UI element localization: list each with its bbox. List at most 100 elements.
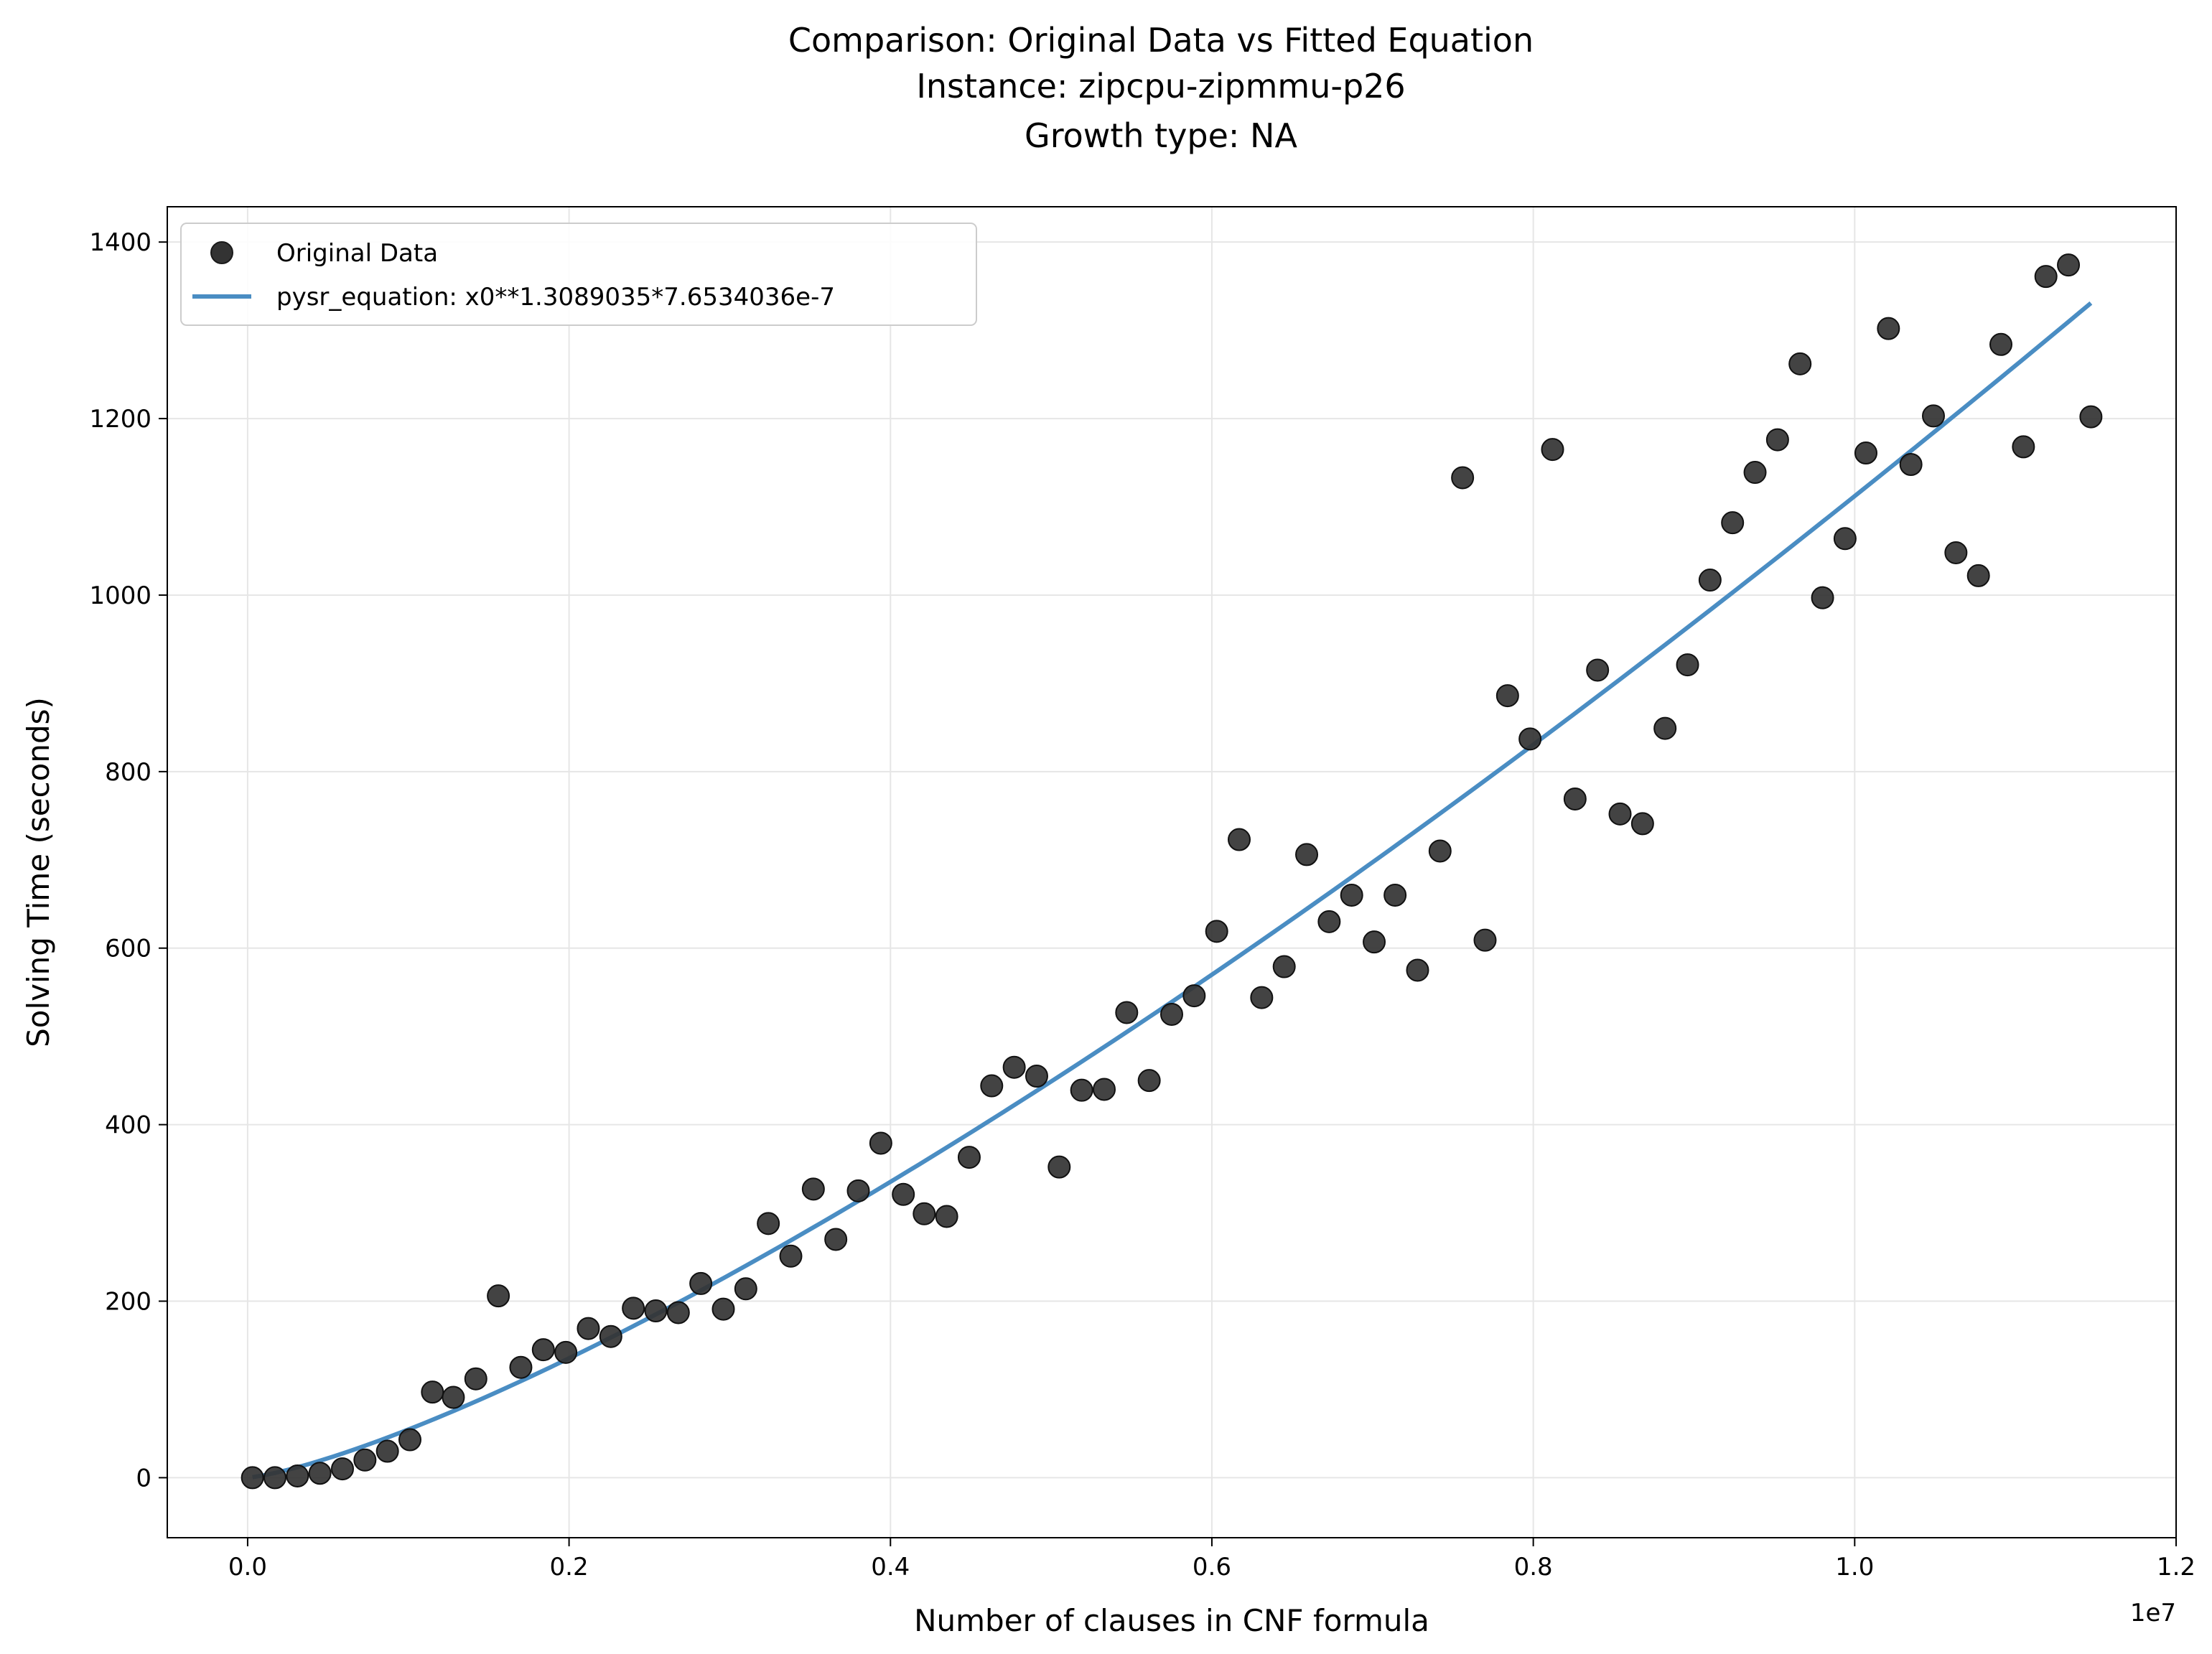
- data-point: [1406, 958, 1429, 982]
- data-point: [1250, 986, 1274, 1009]
- y-tick-label: 1000: [89, 581, 151, 610]
- data-point: [1025, 1065, 1048, 1088]
- data-point: [1899, 453, 1923, 476]
- data-point: [869, 1131, 892, 1155]
- data-point: [913, 1202, 936, 1225]
- data-point: [734, 1277, 757, 1301]
- y-tick-label: 400: [105, 1111, 151, 1140]
- data-point: [689, 1271, 713, 1295]
- data-point: [1272, 955, 1296, 978]
- fit-line-layer: [252, 301, 2093, 1480]
- data-point: [757, 1212, 780, 1235]
- chart-title: Comparison: Original Data vs Fitted Equa…: [788, 21, 1534, 155]
- legend-box: [180, 223, 977, 326]
- data-point: [1518, 727, 1542, 751]
- data-point: [1608, 802, 1632, 826]
- data-point: [957, 1146, 981, 1169]
- data-point: [1092, 1078, 1116, 1101]
- data-point: [1586, 658, 1610, 682]
- data-point: [442, 1386, 465, 1409]
- data-point: [1563, 787, 1587, 810]
- x-offset-label: 1e7: [2130, 1599, 2176, 1627]
- data-point: [1676, 653, 1699, 677]
- data-point: [1922, 404, 1945, 428]
- x-tick-label: 0.2: [550, 1553, 589, 1581]
- legend: Original Data pysr_equation: x0**1.30890…: [180, 223, 977, 326]
- data-point: [1495, 684, 1519, 708]
- legend-scatter-marker: [210, 241, 233, 264]
- data-point: [1854, 441, 1877, 465]
- y-tick-label: 1400: [89, 228, 151, 257]
- x-tick-label: 1.2: [2157, 1553, 2195, 1581]
- data-point: [375, 1439, 399, 1463]
- y-axis-label: Solving Time (seconds): [21, 697, 56, 1047]
- data-point: [599, 1324, 622, 1348]
- data-point: [1966, 564, 1990, 587]
- data-point: [1833, 527, 1857, 551]
- data-point: [1877, 317, 1900, 340]
- data-point: [1205, 920, 1228, 943]
- data-point: [330, 1457, 354, 1481]
- y-tick-label: 800: [105, 758, 151, 787]
- y-tick-label: 0: [136, 1464, 151, 1492]
- x-axis-label: Number of clauses in CNF formula: [914, 1603, 1429, 1638]
- data-point: [1811, 586, 1834, 609]
- x-tick-label: 0.6: [1193, 1553, 1231, 1581]
- data-point: [1295, 843, 1319, 866]
- data-point: [1653, 716, 1677, 740]
- title-line-3: Growth type: NA: [1025, 116, 1297, 155]
- data-point: [464, 1367, 487, 1391]
- data-point: [801, 1177, 825, 1201]
- x-tick-label: 0.0: [228, 1553, 267, 1581]
- x-tick-label: 1.0: [1835, 1553, 1874, 1581]
- data-point: [531, 1338, 555, 1362]
- y-tick-label: 1200: [89, 405, 151, 434]
- data-point: [2079, 405, 2103, 429]
- data-point: [1944, 541, 1968, 564]
- data-point: [554, 1340, 578, 1364]
- data-point: [286, 1464, 309, 1487]
- data-point: [1160, 1002, 1183, 1026]
- x-axis-ticks: 0.0 0.2 0.4 0.6 0.8 1.0 1.2: [228, 1538, 2195, 1581]
- data-point: [1070, 1078, 1093, 1102]
- data-point: [353, 1448, 377, 1472]
- data-point: [666, 1301, 690, 1324]
- data-point: [2057, 253, 2081, 277]
- data-point: [980, 1074, 1004, 1098]
- data-point: [1788, 352, 1812, 375]
- data-point: [487, 1284, 510, 1308]
- scatter-layer: [241, 253, 2103, 1490]
- data-point: [398, 1428, 421, 1452]
- data-point: [1721, 511, 1745, 535]
- data-point: [1002, 1055, 1026, 1079]
- data-point: [1428, 839, 1452, 863]
- data-point: [1383, 883, 1407, 907]
- data-point: [263, 1466, 286, 1490]
- data-point: [1363, 930, 1386, 954]
- legend-label-original-data: Original Data: [276, 239, 438, 268]
- data-point: [779, 1244, 803, 1268]
- data-point: [308, 1462, 332, 1485]
- data-point: [1989, 332, 2013, 356]
- data-point: [577, 1317, 600, 1340]
- data-point: [644, 1299, 668, 1323]
- data-point: [824, 1228, 848, 1251]
- data-point: [1047, 1155, 1071, 1179]
- x-tick-label: 0.4: [871, 1553, 910, 1581]
- title-line-1: Comparison: Original Data vs Fitted Equa…: [788, 21, 1534, 60]
- data-point: [1630, 812, 1654, 836]
- data-point: [1340, 883, 1363, 907]
- data-point: [935, 1205, 958, 1228]
- x-tick-label: 0.8: [1514, 1553, 1553, 1581]
- data-point: [241, 1466, 264, 1490]
- data-point: [1765, 428, 1789, 452]
- data-point: [2012, 435, 2035, 459]
- data-point: [1228, 828, 1251, 851]
- y-tick-label: 600: [105, 935, 151, 963]
- data-point: [1115, 1001, 1139, 1024]
- legend-label-fit-equation: pysr_equation: x0**1.3089035*7.6534036e-…: [276, 283, 835, 312]
- plot-frame: [167, 206, 2177, 1538]
- fit-line: [252, 301, 2093, 1480]
- data-point: [1541, 438, 1564, 462]
